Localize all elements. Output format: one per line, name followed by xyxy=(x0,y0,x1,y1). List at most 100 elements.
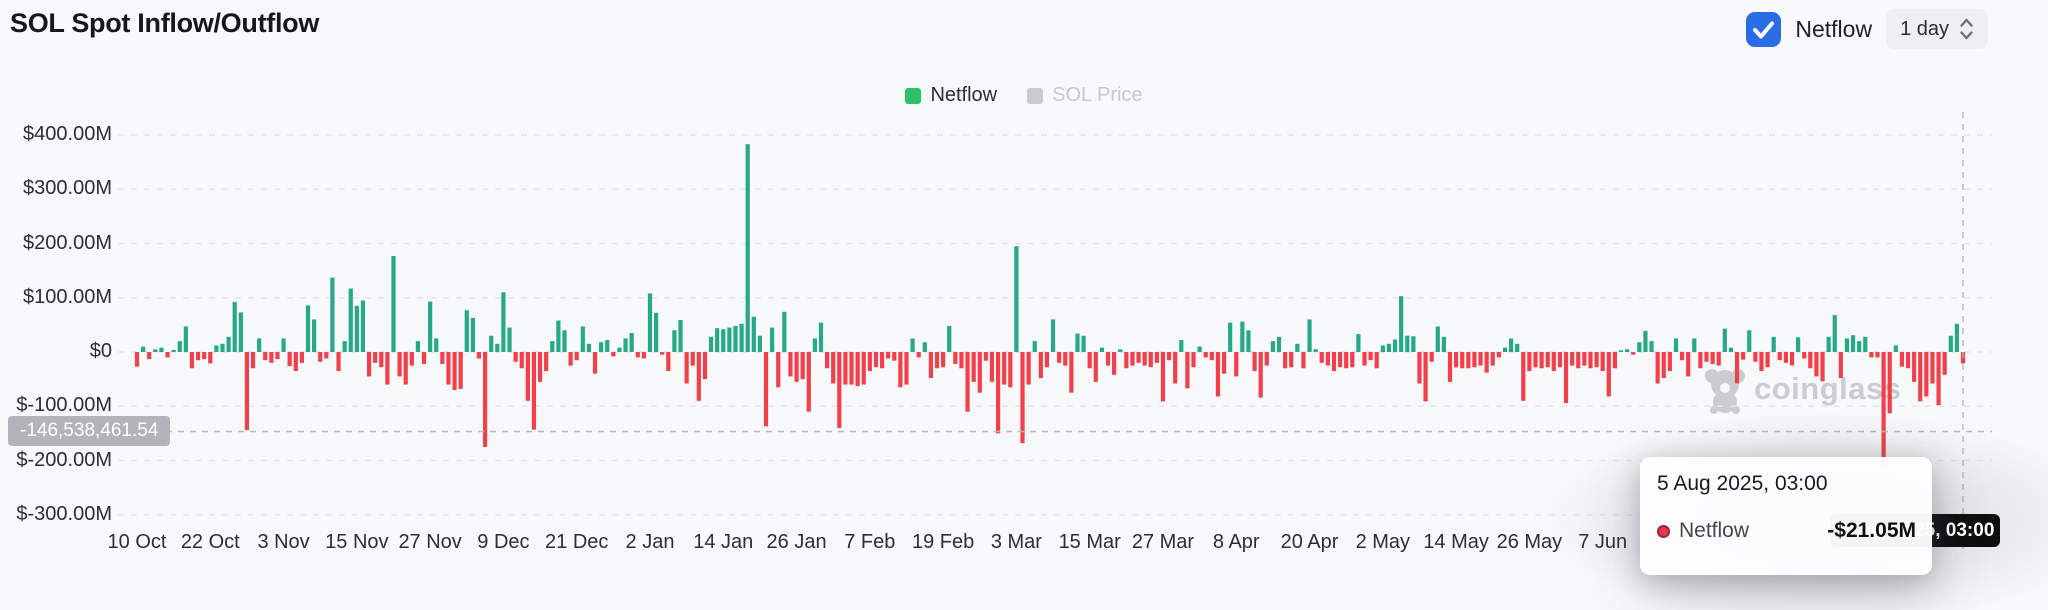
netflow-bar[interactable] xyxy=(293,352,298,371)
netflow-bar[interactable] xyxy=(1618,350,1624,352)
netflow-bar[interactable] xyxy=(1502,347,1508,352)
netflow-bar[interactable] xyxy=(1313,349,1318,352)
netflow-bar[interactable] xyxy=(305,305,311,353)
netflow-bar[interactable] xyxy=(1875,352,1880,358)
netflow-bar[interactable] xyxy=(1002,352,1007,385)
netflow-bar[interactable] xyxy=(611,352,616,357)
netflow-bar[interactable] xyxy=(1899,352,1905,367)
netflow-bar[interactable] xyxy=(1557,352,1563,368)
netflow-bar[interactable] xyxy=(751,316,756,352)
netflow-bar[interactable] xyxy=(318,352,323,362)
netflow-bar[interactable] xyxy=(1301,352,1306,369)
netflow-bar[interactable] xyxy=(446,352,451,385)
netflow-bar[interactable] xyxy=(1716,352,1721,366)
netflow-bar[interactable] xyxy=(1759,352,1764,371)
netflow-bar[interactable] xyxy=(1515,343,1520,352)
netflow-bar[interactable] xyxy=(1850,335,1856,352)
netflow-bar[interactable] xyxy=(434,338,439,352)
netflow-bar[interactable] xyxy=(220,343,225,352)
netflow-bar[interactable] xyxy=(519,352,524,369)
netflow-bar[interactable] xyxy=(159,347,164,352)
netflow-bar[interactable] xyxy=(428,301,433,352)
netflow-bar[interactable] xyxy=(397,352,402,377)
netflow-bar[interactable] xyxy=(605,340,610,352)
netflow-bar[interactable] xyxy=(1276,336,1282,352)
netflow-bar[interactable] xyxy=(1545,352,1550,368)
netflow-bar[interactable] xyxy=(1508,338,1514,352)
netflow-bar[interactable] xyxy=(1191,352,1196,368)
netflow-bar[interactable] xyxy=(1026,352,1031,385)
netflow-bar[interactable] xyxy=(1417,352,1422,384)
netflow-bar[interactable] xyxy=(971,352,976,382)
netflow-bar[interactable] xyxy=(1423,352,1428,402)
netflow-bar[interactable] xyxy=(733,325,738,352)
netflow-bar[interactable] xyxy=(1930,352,1935,384)
netflow-bar[interactable] xyxy=(501,292,506,352)
netflow-bar[interactable] xyxy=(1246,330,1251,352)
netflow-bar[interactable] xyxy=(177,341,182,352)
netflow-bar[interactable] xyxy=(1496,352,1501,358)
netflow-bar[interactable] xyxy=(1337,352,1343,368)
netflow-bar[interactable] xyxy=(1166,352,1172,361)
netflow-bar[interactable] xyxy=(1710,352,1715,364)
netflow-bar[interactable] xyxy=(1918,352,1923,402)
netflow-bar[interactable] xyxy=(1600,352,1605,371)
netflow-bar[interactable] xyxy=(287,352,292,367)
netflow-bar[interactable] xyxy=(556,320,561,352)
netflow-bar[interactable] xyxy=(1050,319,1056,352)
netflow-bar[interactable] xyxy=(1857,341,1862,352)
netflow-bar[interactable] xyxy=(794,352,799,382)
netflow-bar[interactable] xyxy=(1136,352,1141,363)
netflow-bar[interactable] xyxy=(1044,352,1050,368)
netflow-bar[interactable] xyxy=(1747,330,1752,352)
netflow-bar[interactable] xyxy=(1270,341,1275,352)
netflow-bar[interactable] xyxy=(1154,352,1159,363)
netflow-bar[interactable] xyxy=(1582,352,1587,366)
netflow-bar[interactable] xyxy=(1936,352,1941,406)
netflow-bar[interactable] xyxy=(1912,352,1917,382)
netflow-bar[interactable] xyxy=(763,352,769,427)
netflow-bar[interactable] xyxy=(1124,352,1129,369)
netflow-bar[interactable] xyxy=(208,352,213,364)
netflow-bar[interactable] xyxy=(879,352,885,369)
netflow-bar[interactable] xyxy=(391,255,396,352)
netflow-bar[interactable] xyxy=(134,352,140,367)
netflow-bar[interactable] xyxy=(531,352,537,430)
netflow-bar[interactable] xyxy=(1808,352,1813,369)
netflow-bar[interactable] xyxy=(147,352,152,360)
netflow-bar[interactable] xyxy=(1173,352,1178,384)
netflow-bar[interactable] xyxy=(342,341,347,352)
netflow-bar[interactable] xyxy=(495,343,500,352)
netflow-bar[interactable] xyxy=(1264,352,1269,366)
netflow-checkbox-label[interactable]: Netflow xyxy=(1795,15,1873,42)
netflow-bar[interactable] xyxy=(1942,352,1947,375)
netflow-bar[interactable] xyxy=(1606,352,1611,397)
netflow-bar[interactable] xyxy=(1924,352,1929,397)
netflow-bar[interactable] xyxy=(1863,336,1868,352)
netflow-bar[interactable] xyxy=(666,352,671,371)
netflow-bar[interactable] xyxy=(1692,338,1697,352)
netflow-bar[interactable] xyxy=(727,327,732,352)
netflow-bar[interactable] xyxy=(959,352,964,369)
netflow-bar[interactable] xyxy=(1221,352,1227,374)
netflow-bar[interactable] xyxy=(1099,347,1105,352)
netflow-bar[interactable] xyxy=(904,352,909,385)
netflow-bar[interactable] xyxy=(928,352,934,379)
netflow-bar[interactable] xyxy=(1038,352,1043,379)
netflow-bar[interactable] xyxy=(941,352,946,368)
netflow-bar[interactable] xyxy=(1472,352,1477,368)
netflow-bar[interactable] xyxy=(1661,352,1666,379)
netflow-bar[interactable] xyxy=(1344,352,1349,369)
netflow-bar[interactable] xyxy=(403,352,408,385)
netflow-bar[interactable] xyxy=(1295,343,1300,352)
netflow-bar[interactable] xyxy=(721,329,726,352)
netflow-bar[interactable] xyxy=(1490,352,1495,366)
netflow-bar[interactable] xyxy=(1777,352,1782,361)
interval-select[interactable]: 1 day xyxy=(1886,9,1988,49)
netflow-bar[interactable] xyxy=(354,305,359,352)
netflow-bar[interactable] xyxy=(1240,321,1245,352)
netflow-bar[interactable] xyxy=(1441,336,1446,352)
netflow-bar[interactable] xyxy=(1014,246,1019,352)
netflow-bar[interactable] xyxy=(629,333,634,352)
netflow-bar[interactable] xyxy=(1203,352,1208,358)
